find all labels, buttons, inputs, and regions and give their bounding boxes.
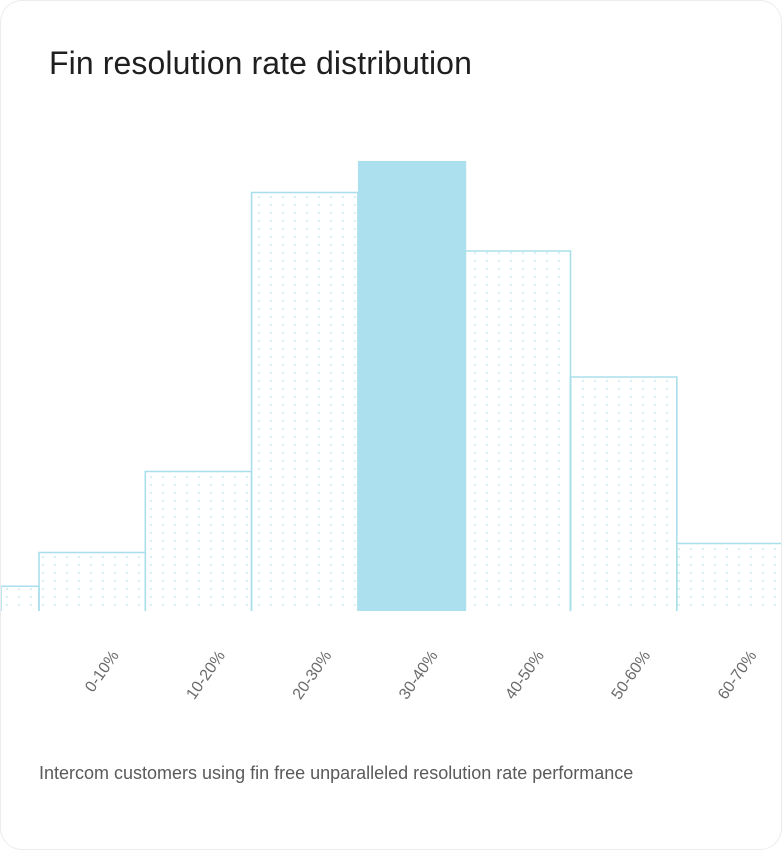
bar-dots bbox=[145, 471, 252, 611]
x-tick-label: 40-50% bbox=[502, 648, 548, 703]
x-tick-label: 60-70% bbox=[715, 648, 761, 703]
x-tick-label: 30-40% bbox=[396, 648, 442, 703]
x-tick-label: 0-10% bbox=[82, 648, 122, 696]
bar-dots bbox=[251, 192, 358, 611]
bar bbox=[676, 542, 781, 611]
chart-caption: Intercom customers using fin free unpara… bbox=[39, 763, 634, 783]
bar-partial-leading-dots bbox=[1, 586, 39, 611]
x-tick-label: 10-20% bbox=[183, 648, 229, 703]
bar-dots bbox=[676, 543, 781, 611]
x-tick-label: 50-60% bbox=[609, 648, 655, 703]
bars-layer bbox=[1, 161, 781, 611]
x-tick-label: 20-30% bbox=[290, 648, 336, 703]
bar-dots bbox=[464, 251, 571, 611]
x-tick-labels: 0-10% 10-20% 20-30% 30-40% 40-50% 50-60% 60-70… bbox=[82, 648, 760, 703]
chart-title: Fin resolution rate distribution bbox=[49, 45, 472, 81]
bar-highlighted bbox=[357, 161, 467, 611]
bar bbox=[569, 376, 678, 611]
bar-dots bbox=[570, 377, 677, 611]
bar-dots bbox=[39, 552, 146, 611]
